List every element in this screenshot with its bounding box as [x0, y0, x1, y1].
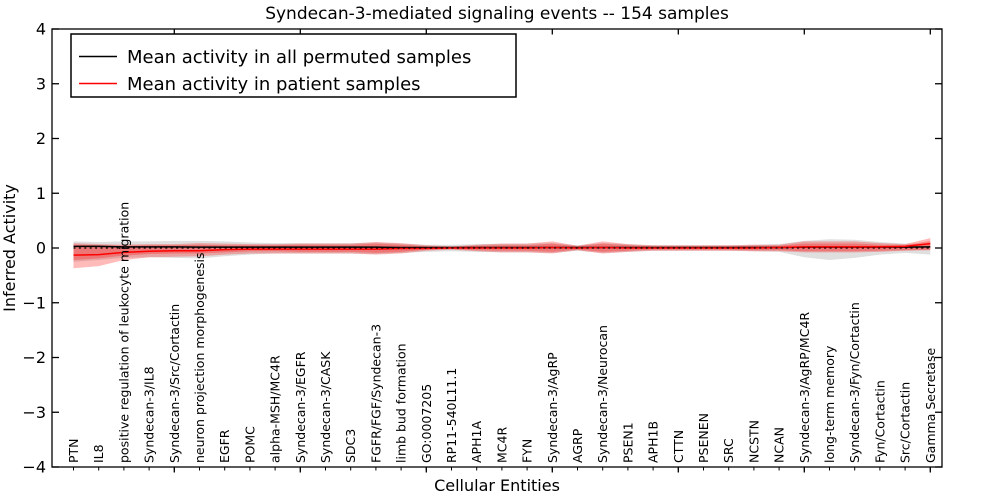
y-tick-label: −3: [22, 403, 46, 422]
x-category-label: neuron projection morphogenesis: [192, 252, 207, 463]
band-permuted-range: [73, 239, 931, 262]
x-category-label: Syndecan-3/AgRP: [545, 352, 560, 463]
legend-box: [70, 33, 517, 98]
x-category-label: long-term memory: [822, 345, 837, 463]
x-category-label: SDC3: [343, 429, 358, 463]
x-category-label: FGFR/FGF/Syndecan-3: [368, 324, 383, 463]
x-category-label: Syndecan-3/CASK: [318, 351, 333, 463]
x-category-label: Gamma Secretase: [923, 348, 938, 463]
y-tick-label: 2: [36, 129, 46, 148]
x-category-label: APH1A: [469, 421, 484, 463]
band-patient-inner-band: [73, 240, 931, 261]
x-category-label: positive regulation of leukocyte migrati…: [116, 202, 131, 463]
x-category-label: Syndecan-3/EGFR: [293, 351, 308, 463]
x-category-label: AGRP: [570, 428, 585, 463]
x-category-label: SRC: [721, 438, 736, 463]
x-category-label: PTN: [66, 438, 81, 463]
x-axis-label: Cellular Entities: [434, 476, 560, 495]
y-tick-label: 1: [36, 184, 46, 203]
x-category-label: Syndecan-3/Fyn/Cortactin: [847, 302, 862, 463]
x-category-label: EGFR: [217, 429, 232, 463]
x-category-label: NCAN: [772, 427, 787, 463]
plot-area: −4 −3 −2 −1 0 1 2 3 4 PTN IL8 positive regulation o…: [22, 20, 943, 477]
x-category-label: POMC: [242, 426, 257, 463]
y-tick-label: −2: [22, 348, 46, 367]
x-category-label: limb bud formation: [394, 343, 409, 463]
x-category-label: PSENEN: [696, 413, 711, 463]
x-category-label: Syndecan-3/AgRP/MC4R: [797, 312, 812, 463]
x-category-label: CTTN: [671, 430, 686, 463]
x-category-label: NCSTN: [746, 420, 761, 463]
chart-title: Syndecan-3-mediated signaling events -- …: [265, 4, 729, 24]
x-category-label: IL8: [91, 444, 106, 463]
x-category-label: MC4R: [494, 427, 509, 463]
x-category-label: Syndecan-3/Neurocan: [595, 325, 610, 463]
x-category-label: Src/Cortactin: [898, 382, 913, 463]
legend-label-patient: Mean activity in patient samples: [127, 74, 421, 95]
y-tick-label: 0: [36, 239, 46, 258]
x-category-label: Syndecan-3/IL8: [142, 366, 157, 463]
y-tick-label: 3: [36, 74, 46, 93]
x-category-label: alpha-MSH/MC4R: [268, 355, 283, 463]
x-category-label: APH1B: [646, 421, 661, 463]
y-tick-label: −1: [22, 293, 46, 312]
x-category-label: Fyn/Cortactin: [872, 380, 887, 463]
y-tick-label: −4: [22, 458, 46, 477]
x-category-label: PSEN1: [620, 422, 635, 463]
band-patient-outer-range: [73, 238, 931, 269]
y-tick-label: 4: [36, 20, 46, 39]
y-axis-label: Inferred Activity: [0, 184, 19, 312]
x-category-label: RP11-540L11.1: [444, 368, 459, 463]
legend: Mean activity in all permuted samples Me…: [70, 33, 517, 98]
legend-label-permuted: Mean activity in all permuted samples: [127, 47, 471, 68]
x-category-label: Syndecan-3/Src/Cortactin: [167, 304, 182, 463]
x-category-label: FYN: [520, 439, 535, 463]
x-category-label: GO:0007205: [419, 384, 434, 463]
